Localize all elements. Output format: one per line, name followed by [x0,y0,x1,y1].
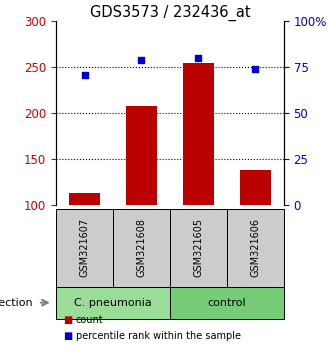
Text: ■: ■ [63,315,72,325]
Text: count: count [76,315,104,325]
Point [139,57,144,63]
Bar [240,170,271,205]
Text: GSM321608: GSM321608 [137,218,147,277]
Text: GSM321606: GSM321606 [250,218,260,277]
Bar [183,63,214,205]
Text: ■: ■ [63,331,72,342]
Bar [69,193,100,205]
Text: control: control [208,298,246,308]
Text: infection: infection [0,298,33,308]
Point [196,55,201,61]
Point [253,66,258,72]
Text: C. pneumonia: C. pneumonia [74,298,152,308]
Text: percentile rank within the sample: percentile rank within the sample [76,331,241,342]
Title: GDS3573 / 232436_at: GDS3573 / 232436_at [90,5,250,21]
Text: GSM321605: GSM321605 [193,218,203,278]
Bar [126,106,157,205]
Point [82,72,87,78]
Text: GSM321607: GSM321607 [80,218,89,278]
